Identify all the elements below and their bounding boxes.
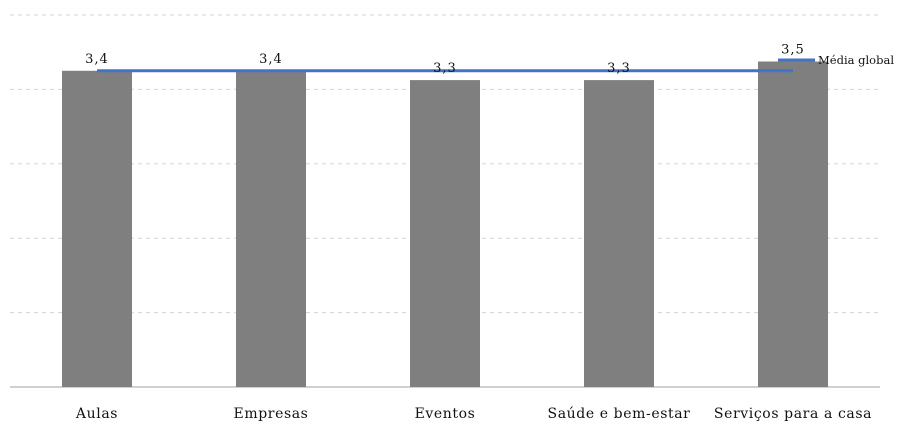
- category-label: Saúde e bem-estar: [548, 406, 691, 422]
- legend-label: Média global: [818, 53, 894, 67]
- bar: [62, 70, 132, 388]
- bar: [236, 70, 306, 388]
- data-labels: 3,4 3,4 3,3 3,3 3,5: [85, 43, 805, 77]
- category-label: Serviços para a casa: [714, 406, 872, 422]
- data-label: 3,4: [85, 52, 109, 67]
- category-label: Eventos: [415, 406, 476, 422]
- bar: [758, 61, 828, 387]
- data-label: 3,4: [259, 52, 283, 67]
- data-label: 3,3: [607, 61, 631, 76]
- category-labels: Aulas Empresas Eventos Saúde e bem-estar Ser…: [75, 406, 872, 422]
- bar: [584, 80, 654, 387]
- category-label: Aulas: [75, 406, 118, 422]
- bar: [410, 80, 480, 387]
- bars: [62, 61, 828, 388]
- category-label: Empresas: [234, 406, 309, 422]
- data-label: 3,5: [781, 43, 805, 58]
- legend: Média global: [778, 53, 894, 67]
- data-label: 3,3: [433, 61, 457, 76]
